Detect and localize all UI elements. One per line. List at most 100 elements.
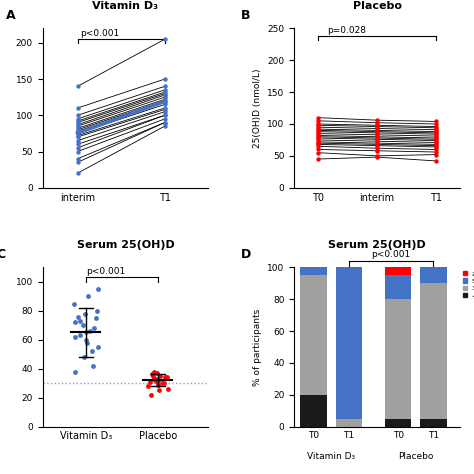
Point xyxy=(373,137,381,145)
Point xyxy=(373,128,381,136)
Point xyxy=(314,141,322,148)
Point xyxy=(71,319,78,326)
Point xyxy=(432,129,440,137)
Point xyxy=(161,122,168,130)
Point xyxy=(74,117,82,125)
Point xyxy=(161,88,168,96)
Point xyxy=(90,324,98,332)
Point xyxy=(76,332,83,339)
Point xyxy=(161,108,168,116)
Point xyxy=(74,122,82,130)
Text: D: D xyxy=(241,248,252,261)
Point xyxy=(93,307,101,315)
Point xyxy=(158,379,166,387)
Text: p<0.001: p<0.001 xyxy=(87,267,126,276)
Point xyxy=(314,139,322,147)
Point xyxy=(81,353,88,361)
Point xyxy=(74,140,82,148)
Point xyxy=(432,130,440,138)
Point xyxy=(373,153,381,161)
Bar xyxy=(385,299,411,419)
Point xyxy=(373,152,381,160)
Point xyxy=(314,143,322,150)
Point xyxy=(74,82,82,90)
Point xyxy=(432,126,440,134)
Point xyxy=(74,125,82,132)
Point xyxy=(161,91,168,99)
Bar xyxy=(336,419,362,427)
Text: p<0.001: p<0.001 xyxy=(372,250,411,259)
Point xyxy=(74,132,82,139)
Point xyxy=(74,121,82,128)
Point xyxy=(155,387,163,394)
Bar xyxy=(385,267,411,275)
Point xyxy=(94,343,102,351)
Point xyxy=(432,136,440,143)
Point xyxy=(373,142,381,149)
Bar xyxy=(385,419,411,427)
Point xyxy=(373,131,381,138)
Point xyxy=(145,382,152,390)
Point xyxy=(432,123,440,130)
Point xyxy=(432,148,440,156)
Bar xyxy=(420,283,447,419)
Point xyxy=(314,155,322,163)
Point xyxy=(87,327,94,335)
Point xyxy=(373,141,381,148)
Title: Serum 25(OH)D: Serum 25(OH)D xyxy=(76,240,174,250)
Point xyxy=(161,86,168,94)
Point xyxy=(161,93,168,101)
Point xyxy=(148,371,156,378)
Point xyxy=(373,123,381,130)
Bar xyxy=(301,395,327,427)
Point xyxy=(432,132,440,140)
Point xyxy=(74,148,82,155)
Point xyxy=(154,376,161,384)
Point xyxy=(432,137,440,145)
Bar xyxy=(420,419,447,427)
Point xyxy=(314,123,322,131)
Point xyxy=(314,127,322,134)
Point xyxy=(373,119,381,127)
Point xyxy=(161,111,168,119)
Point xyxy=(151,376,158,384)
Point xyxy=(161,96,168,103)
Point xyxy=(373,129,381,137)
Point xyxy=(432,139,440,146)
Point xyxy=(373,134,381,142)
Point xyxy=(146,378,154,385)
Point xyxy=(161,374,169,381)
Point xyxy=(314,132,322,139)
Bar xyxy=(385,275,411,299)
Point xyxy=(314,120,322,128)
Point xyxy=(432,134,440,142)
Point xyxy=(74,119,82,127)
Text: B: B xyxy=(241,9,251,22)
Point xyxy=(314,136,322,144)
Point xyxy=(70,300,77,307)
Point xyxy=(161,82,168,90)
Point xyxy=(314,134,322,142)
Point xyxy=(74,159,82,166)
Point xyxy=(155,381,162,388)
Point xyxy=(314,128,322,136)
Point xyxy=(432,124,440,132)
Point xyxy=(74,126,82,134)
Point xyxy=(74,128,82,135)
Point xyxy=(373,117,381,124)
Point xyxy=(92,314,100,322)
Bar xyxy=(301,267,327,275)
Point xyxy=(161,36,168,43)
Point xyxy=(161,106,168,113)
Point xyxy=(94,285,101,293)
Point xyxy=(153,369,160,377)
Point xyxy=(373,136,381,143)
Point xyxy=(314,125,322,133)
Point xyxy=(74,133,82,141)
Point xyxy=(161,99,168,106)
Point xyxy=(79,321,87,329)
Text: C: C xyxy=(0,248,5,261)
Point xyxy=(432,142,440,149)
Point xyxy=(314,121,322,129)
Point xyxy=(161,75,168,83)
